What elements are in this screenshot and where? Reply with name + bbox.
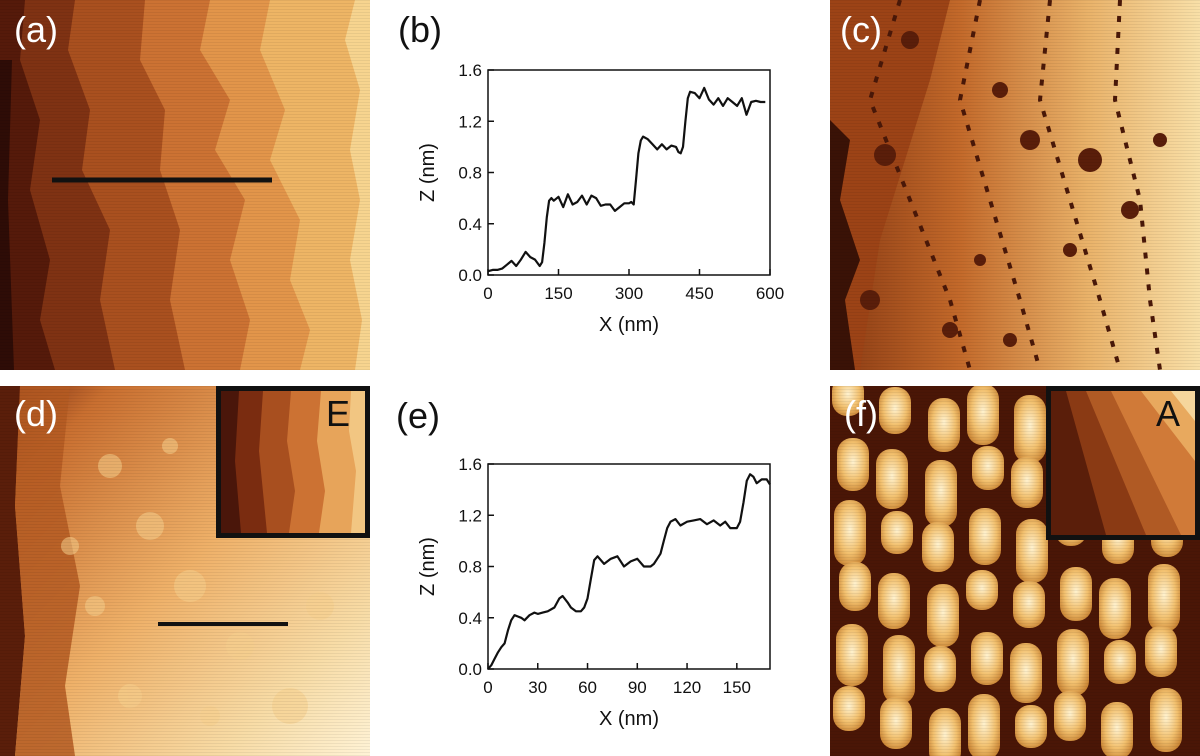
y-axis-label: Z (nm) bbox=[417, 537, 439, 596]
x-tick-label: 150 bbox=[723, 678, 751, 697]
chart-e: 0 30 60 90 120 150 0.0 0.4 0.8 1.2 1.6 X (nm) Z (nm) bbox=[417, 455, 771, 730]
inset-f bbox=[1046, 386, 1200, 540]
panel-label-d: (d) bbox=[14, 393, 58, 434]
y-tick-label: 1.2 bbox=[458, 112, 482, 131]
plot-frame bbox=[487, 463, 771, 670]
series-line-profile bbox=[487, 86, 766, 273]
panel-label-e: (e) bbox=[396, 395, 440, 436]
y-axis-label: Z (nm) bbox=[417, 143, 439, 202]
x-tick-label: 0 bbox=[483, 284, 492, 303]
y-tick-label: 0.4 bbox=[458, 215, 482, 234]
panel-c-image: (c) bbox=[830, 0, 1200, 370]
x-tick-label: 150 bbox=[544, 284, 572, 303]
x-tick-label: 0 bbox=[483, 678, 492, 697]
x-tick-label: 30 bbox=[528, 678, 547, 697]
x-tick-label: 450 bbox=[685, 284, 713, 303]
y-tick-label: 0.0 bbox=[458, 660, 482, 679]
x-axis-label: X (nm) bbox=[599, 708, 659, 730]
inset-label-d: E bbox=[326, 393, 351, 434]
plot-frame bbox=[487, 69, 771, 276]
y-tick-label: 1.6 bbox=[458, 61, 482, 80]
chart-b: 0 150 300 450 600 0.0 0.4 0.8 1.2 1.6 X (nm) Z (nm) bbox=[417, 61, 784, 336]
inset-label-f: A bbox=[1156, 393, 1181, 434]
panel-label-c: (c) bbox=[840, 9, 882, 50]
panel-d-image: (d) E bbox=[0, 386, 370, 756]
x-tick-label: 90 bbox=[628, 678, 647, 697]
panel-f-image: (f) A bbox=[830, 386, 1200, 756]
x-axis-label: X (nm) bbox=[599, 314, 659, 336]
panel-a-image: (a) bbox=[0, 0, 370, 370]
x-tick-label: 300 bbox=[615, 284, 643, 303]
y-tick-label: 0.8 bbox=[458, 164, 482, 183]
panel-label-a: (a) bbox=[14, 9, 58, 50]
y-tick-label: 0.4 bbox=[458, 609, 482, 628]
y-tick-label: 1.6 bbox=[458, 455, 482, 474]
x-tick-label: 120 bbox=[673, 678, 701, 697]
panel-label-b: (b) bbox=[398, 9, 442, 50]
x-tick-label: 600 bbox=[756, 284, 784, 303]
y-tick-label: 1.2 bbox=[458, 506, 482, 525]
y-tick-label: 0.0 bbox=[458, 266, 482, 285]
inset-d bbox=[216, 386, 370, 538]
panel-label-f: (f) bbox=[844, 393, 878, 434]
y-tick-label: 0.8 bbox=[458, 558, 482, 577]
x-tick-label: 60 bbox=[578, 678, 597, 697]
series-line-profile bbox=[487, 473, 771, 670]
